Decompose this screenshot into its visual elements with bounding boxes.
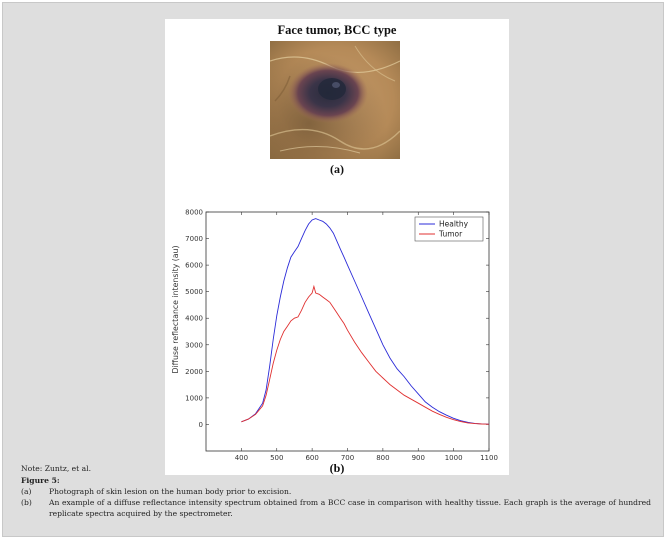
caption-item-text: An example of a diffuse reflectance inte… <box>49 498 651 518</box>
y-tick-label: 1000 <box>185 394 203 402</box>
reflectance-chart: 400 500 600 700 800 900 1000 1100 0 1000 2000 3000 4… <box>171 209 498 463</box>
plot-area <box>205 211 490 452</box>
x-tick-label: 900 <box>412 454 425 462</box>
y-tick-label: 4000 <box>185 315 203 323</box>
skin-lesion-photo <box>270 41 400 159</box>
caption-note: Note: Zuntz, et al. <box>21 464 92 473</box>
legend-box <box>414 216 484 242</box>
series-line-healthy <box>241 218 490 425</box>
caption-item-marker: (b) <box>21 498 32 507</box>
y-tick-label: 5000 <box>185 288 203 296</box>
caption-item-a: (a) Photograph of skin lesion on the hum… <box>21 486 651 497</box>
y-tick-label: 6000 <box>185 262 203 270</box>
caption-item-marker: (a) <box>21 487 32 496</box>
y-tick-label: 7000 <box>185 235 203 243</box>
caption-item-text: Photograph of skin lesion on the human b… <box>49 487 292 496</box>
y-tick-label: 8000 <box>185 209 203 217</box>
x-tick-label: 1000 <box>445 454 463 462</box>
photo-title: Face tumor, BCC type <box>277 23 397 37</box>
legend-entry: Healthy <box>439 220 469 229</box>
y-tick-label: 2000 <box>185 368 203 376</box>
x-tick-label: 600 <box>305 454 318 462</box>
legend-entry: Tumor <box>438 230 463 239</box>
figure-panel: Face tumor, BCC type <box>165 19 509 475</box>
y-axis-label: Diffuse reflectance intensity (au) <box>171 245 180 373</box>
caption-figure-label: Figure 5: <box>21 476 60 485</box>
x-tick-label: 1100 <box>480 454 498 462</box>
y-tick-label: 3000 <box>185 341 203 349</box>
x-tick-label: 500 <box>270 454 283 462</box>
x-tick-label: 700 <box>341 454 354 462</box>
figure-caption: Note: Zuntz, et al. Figure 5: (a) Photog… <box>21 463 651 519</box>
x-tick-label: 800 <box>376 454 389 462</box>
caption-item-b: (b) An example of a diffuse reflectance … <box>21 497 651 519</box>
y-tick-label: 0 <box>199 421 203 429</box>
panel-b-label: (b) <box>329 461 345 475</box>
x-tick-label: 400 <box>235 454 248 462</box>
panel-a-label: (a) <box>330 162 344 176</box>
series-line-tumor <box>241 284 490 425</box>
